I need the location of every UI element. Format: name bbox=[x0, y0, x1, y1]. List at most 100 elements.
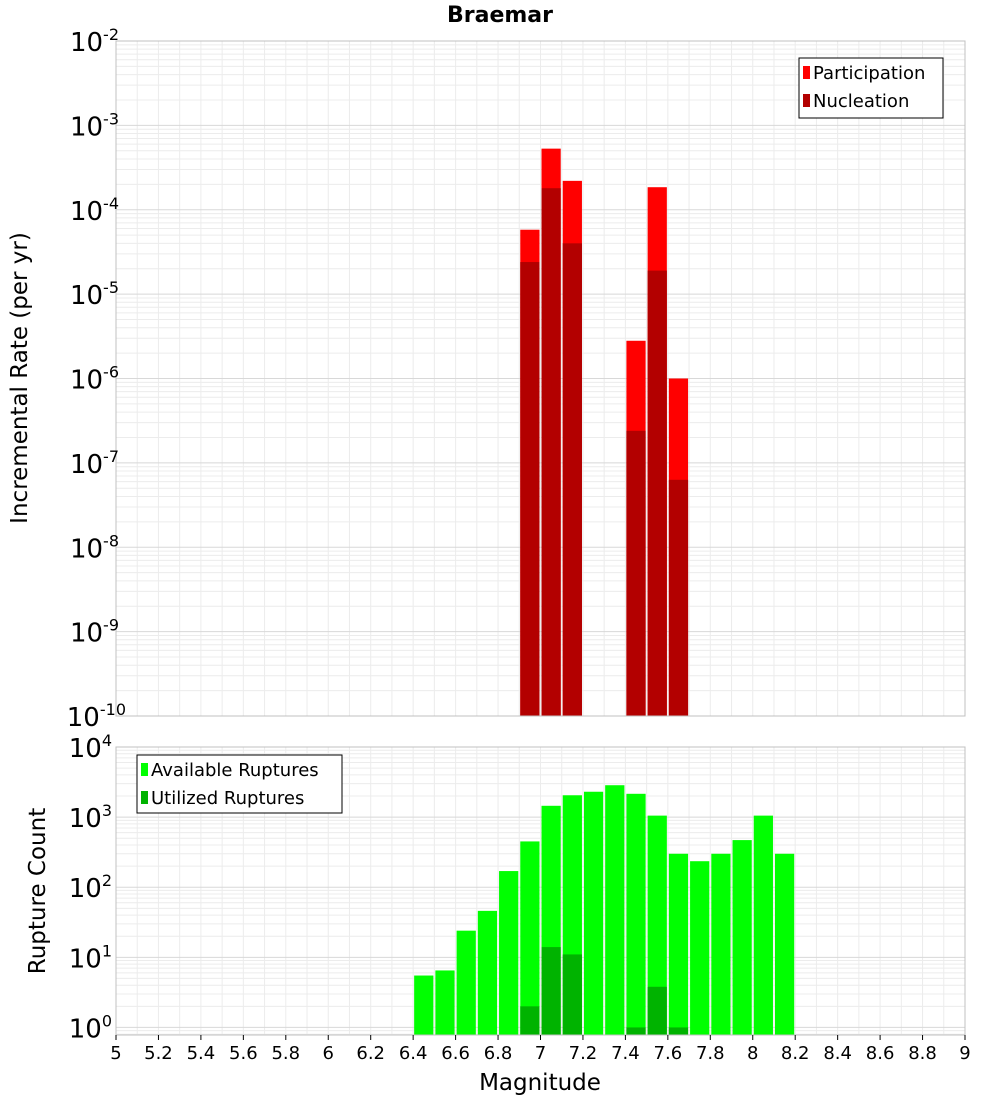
y-tick-exponent: -2 bbox=[103, 25, 119, 44]
y-tick-label: 102 bbox=[69, 871, 112, 904]
bar-series1-3 bbox=[626, 1027, 646, 1035]
x-tick-label: 5.6 bbox=[229, 1043, 258, 1064]
bar-series1-4 bbox=[647, 270, 667, 716]
y-tick-exponent: -9 bbox=[103, 616, 119, 635]
y-tick-label: 10-4 bbox=[70, 194, 119, 227]
y-tick-exponent: -8 bbox=[103, 531, 119, 550]
y-tick-label: 10-9 bbox=[70, 616, 119, 649]
y-tick-exponent: 4 bbox=[102, 731, 112, 750]
y-tick-label: 10-10 bbox=[67, 700, 126, 733]
y-tick-label: 101 bbox=[69, 941, 112, 974]
bottom-x-ticks: 5 5.2 5.4 5.6 5.8 6 6.2 6.4 6.6 6.8 7 7.2 7.4 7.6 7.8 8… bbox=[110, 1035, 971, 1064]
x-tick-label: 7.4 bbox=[611, 1043, 640, 1064]
x-tick-label: 8.2 bbox=[781, 1043, 810, 1064]
bar-series0-16 bbox=[753, 815, 773, 1035]
top-legend: Participation Nucleation bbox=[798, 57, 944, 119]
bar-series1-5 bbox=[668, 479, 689, 716]
y-tick-base: 10 bbox=[69, 874, 102, 904]
bar-series1-2 bbox=[562, 243, 582, 717]
bar-series0-3 bbox=[477, 910, 498, 1035]
y-tick-label: 10-7 bbox=[70, 447, 119, 480]
legend-label-participation: Participation bbox=[813, 63, 925, 84]
x-tick-label: 8.8 bbox=[908, 1043, 937, 1064]
bottom-grid bbox=[115, 746, 966, 1035]
legend-swatch-participation bbox=[803, 66, 810, 79]
x-tick-label: 6.2 bbox=[356, 1043, 385, 1064]
chart-title: Braemar bbox=[447, 3, 553, 28]
top-grid bbox=[115, 40, 966, 717]
x-tick-label: 6.6 bbox=[441, 1043, 470, 1064]
y-tick-base: 10 bbox=[70, 619, 103, 649]
bar-series1-3 bbox=[626, 430, 646, 716]
y-tick-base: 10 bbox=[70, 28, 103, 58]
y-tick-exponent: -4 bbox=[103, 194, 119, 213]
bar-series1-1 bbox=[541, 188, 561, 717]
bar-series0-2 bbox=[456, 930, 476, 1035]
bar-series0-4 bbox=[499, 871, 519, 1035]
x-tick-label: 5.8 bbox=[271, 1043, 300, 1064]
y-tick-label: 103 bbox=[69, 801, 112, 834]
y-tick-base: 10 bbox=[70, 366, 103, 396]
legend-label-available: Available Ruptures bbox=[151, 760, 319, 781]
legend-swatch-available bbox=[141, 763, 148, 776]
top-plot: Braemar 10-210-310-410-510-610-710-810-9… bbox=[7, 3, 966, 733]
bar-series1-4 bbox=[647, 986, 667, 1035]
y-tick-exponent: -7 bbox=[103, 447, 119, 466]
y-tick-exponent: 3 bbox=[102, 801, 112, 820]
bar-series0-5 bbox=[520, 841, 540, 1035]
x-tick-label: 8 bbox=[747, 1043, 758, 1064]
bar-series1-2 bbox=[562, 954, 582, 1035]
y-tick-exponent: -3 bbox=[103, 109, 119, 128]
bar-series0-9 bbox=[605, 785, 625, 1035]
y-tick-base: 10 bbox=[70, 112, 103, 142]
legend-swatch-utilized bbox=[141, 791, 148, 804]
y-tick-base: 10 bbox=[69, 804, 102, 834]
bottom-legend-box bbox=[136, 754, 343, 814]
y-tick-exponent: 2 bbox=[102, 871, 112, 890]
y-tick-label: 10-8 bbox=[70, 531, 119, 564]
legend-label-utilized: Utilized Ruptures bbox=[151, 788, 304, 809]
y-tick-base: 10 bbox=[70, 281, 103, 311]
x-tick-label: 6.8 bbox=[484, 1043, 513, 1064]
x-tick-label: 7 bbox=[535, 1043, 546, 1064]
bar-series0-0 bbox=[414, 975, 434, 1035]
x-tick-label: 5.4 bbox=[187, 1043, 216, 1064]
bar-series1-0 bbox=[520, 1006, 540, 1035]
y-tick-base: 10 bbox=[67, 703, 100, 733]
y-tick-exponent: 1 bbox=[102, 941, 112, 960]
bottom-legend: Available Ruptures Utilized Ruptures bbox=[136, 754, 343, 814]
top-bars bbox=[520, 148, 689, 717]
bar-series0-17 bbox=[774, 853, 795, 1035]
x-tick-label: 8.4 bbox=[823, 1043, 852, 1064]
y-tick-label: 10-2 bbox=[70, 25, 119, 58]
y-tick-exponent: -6 bbox=[103, 363, 119, 382]
y-tick-base: 10 bbox=[69, 734, 102, 764]
x-tick-label: 7.6 bbox=[654, 1043, 683, 1064]
y-tick-label: 10-3 bbox=[70, 109, 119, 142]
bar-series0-15 bbox=[732, 840, 752, 1035]
x-tick-label: 9 bbox=[959, 1043, 970, 1064]
y-tick-exponent: 0 bbox=[102, 1011, 112, 1030]
y-tick-label: 10-5 bbox=[70, 278, 119, 311]
x-tick-label: 7.2 bbox=[569, 1043, 598, 1064]
x-tick-label: 5 bbox=[110, 1043, 121, 1064]
x-tick-label: 7.8 bbox=[696, 1043, 725, 1064]
bottom-y-axis-label: Rupture Count bbox=[25, 808, 51, 974]
bar-series1-1 bbox=[541, 947, 561, 1035]
y-tick-label: 100 bbox=[69, 1011, 112, 1044]
bar-series0-1 bbox=[435, 970, 455, 1035]
y-tick-base: 10 bbox=[70, 197, 103, 227]
bar-series0-13 bbox=[690, 861, 710, 1035]
top-y-ticks: 10-210-310-410-510-610-710-810-910-10 bbox=[67, 25, 126, 733]
x-axis-label: Magnitude bbox=[479, 1070, 601, 1096]
legend-swatch-nucleation bbox=[803, 94, 810, 107]
y-tick-base: 10 bbox=[70, 450, 103, 480]
top-plot-border bbox=[115, 40, 966, 717]
x-tick-label: 8.6 bbox=[866, 1043, 895, 1064]
y-tick-base: 10 bbox=[69, 1014, 102, 1044]
x-tick-label: 5.2 bbox=[144, 1043, 173, 1064]
y-tick-label: 10-6 bbox=[70, 363, 119, 396]
